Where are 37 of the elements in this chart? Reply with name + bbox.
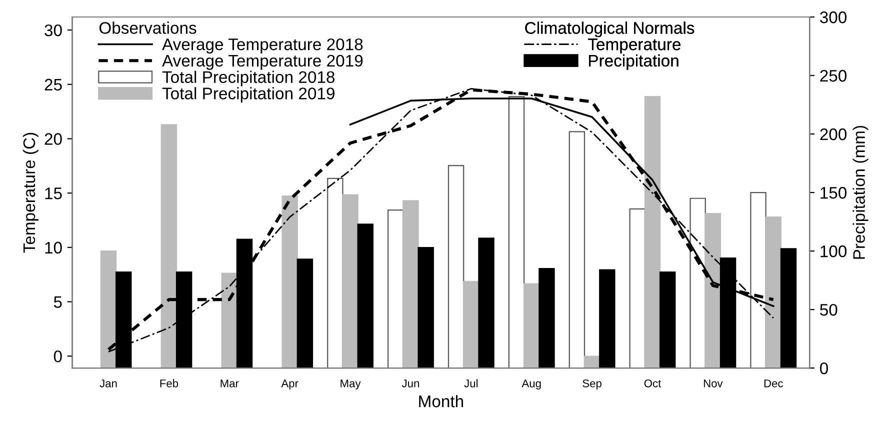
- x-tick-label: Oct: [644, 379, 662, 388]
- y-tick-label: 5: [54, 296, 62, 308]
- y2-tick-label: 200: [820, 128, 847, 140]
- x-tick-label: Mar: [220, 380, 239, 388]
- x-tick-label: Apr: [281, 380, 298, 390]
- x-tick-label: May: [340, 380, 361, 390]
- legend-label: Precipitation: [589, 54, 678, 70]
- y2-tick-label: 50: [820, 304, 838, 316]
- text: Observations: [99, 22, 196, 34]
- x-tick-label: Jan: [100, 380, 117, 388]
- y-tick-label: 20: [44, 133, 62, 145]
- text: Climatological Normals: [525, 22, 694, 38]
- legend-label: Temperature: [588, 38, 680, 54]
- x-tick-label: Aug: [522, 380, 541, 390]
- x-tick-label: Jul: [464, 379, 478, 388]
- x-axis-title: Month: [419, 395, 464, 408]
- x-tick-label: Jun: [402, 380, 419, 388]
- y2-axis-title: Precipitation (mm): [852, 126, 868, 259]
- x-tick-label: Dec: [764, 380, 783, 388]
- legend-label: Average Temperature 2019: [162, 54, 363, 70]
- x-tick-label: Sep: [582, 379, 602, 390]
- legend-label: Total Precipitation 2019: [162, 87, 334, 103]
- legend-label: Average Temperature 2018: [162, 38, 363, 54]
- y-tick-label: 0: [54, 350, 62, 362]
- x-tick-label: Feb: [160, 379, 178, 388]
- y2-tick-label: 150: [820, 186, 847, 199]
- y-tick-label: 30: [44, 24, 62, 36]
- y-tick-label: 25: [44, 78, 62, 91]
- x-tick-label: Nov: [704, 380, 723, 388]
- y-tick-label: 10: [45, 242, 62, 254]
- y2-tick-label: 300: [820, 11, 847, 24]
- y-axis-title: Temperature (C): [22, 132, 38, 253]
- y-tick-label: 15: [45, 188, 62, 200]
- legend-label: Total Precipitation 2018: [162, 70, 335, 86]
- y2-tick-label: 0: [820, 362, 828, 374]
- y2-tick-label: 250: [820, 70, 847, 82]
- y2-tick-label: 100: [820, 245, 847, 258]
